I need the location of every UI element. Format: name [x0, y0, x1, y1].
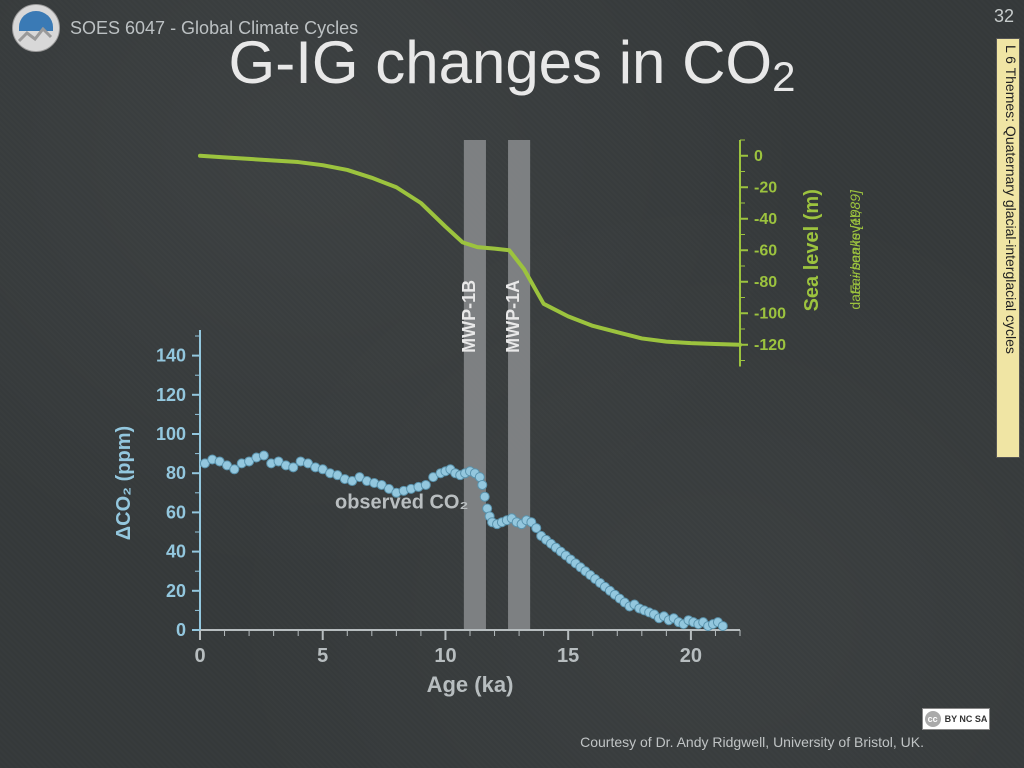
y-left-label: ΔCO₂ (ppm) [113, 426, 135, 540]
y-right-tick-label: 0 [754, 148, 763, 165]
y-left-tick-label: 120 [156, 385, 186, 405]
y-left-tick-label: 100 [156, 424, 186, 444]
x-tick-label: 10 [434, 645, 456, 667]
mwp-band [464, 140, 486, 630]
y-right-tick-label: -80 [754, 274, 777, 291]
cc-license-icon: ccBY NC SA [922, 708, 990, 730]
page-number: 32 [994, 6, 1014, 27]
y-right-tick-label: -60 [754, 242, 777, 259]
attribution-text: Courtesy of Dr. Andy Ridgwell, Universit… [580, 734, 924, 750]
co2-point [289, 463, 298, 472]
x-tick-label: 0 [194, 645, 205, 667]
y-right-tick-label: -20 [754, 179, 777, 196]
co2-point [259, 451, 268, 460]
title-text: G-IG changes in CO [229, 29, 773, 96]
x-tick-label: 15 [557, 645, 579, 667]
co2-point [532, 524, 541, 533]
co2-point [230, 465, 239, 474]
y-left-tick-label: 60 [166, 502, 186, 522]
mwp-band-label: MWP-1A [503, 280, 523, 353]
y-left-tick-label: 0 [176, 620, 186, 640]
co2-point [421, 480, 430, 489]
chart-container: MWP-1B MWP-1A 0 5 10 15 20 Age (ka) 0 20 40 60 80 100… [60, 110, 960, 710]
y-right-label: Sea level (m) [801, 189, 823, 311]
y-right-note: Fairbanks [1989] [847, 189, 863, 294]
mwp-band-label: MWP-1B [459, 280, 479, 353]
y-left-tick-label: 40 [166, 542, 186, 562]
y-left-tick-label: 20 [166, 581, 186, 601]
y-left-tick-label: 140 [156, 346, 186, 366]
slide-title: G-IG changes in CO2 [0, 28, 1024, 97]
x-tick-label: 20 [680, 645, 702, 667]
title-subscript: 2 [772, 53, 795, 100]
co2-series-label: observed CO₂ [335, 491, 468, 513]
y-right-tick-label: -120 [754, 337, 786, 354]
co2-point [478, 480, 487, 489]
x-axis-label: Age (ka) [427, 672, 514, 697]
co2-point [718, 622, 727, 631]
mwp-band [508, 140, 530, 630]
chart-svg: MWP-1B MWP-1A 0 5 10 15 20 Age (ka) 0 20 40 60 80 100… [60, 110, 960, 710]
x-tick-label: 5 [317, 645, 328, 667]
y-right-tick-label: -100 [754, 305, 786, 322]
co2-point [480, 492, 489, 501]
y-left-tick-label: 80 [166, 463, 186, 483]
lecture-side-tab: L 6 Themes: Quaternary glacial-interglac… [996, 38, 1020, 458]
y-right-tick-label: -40 [754, 211, 777, 228]
